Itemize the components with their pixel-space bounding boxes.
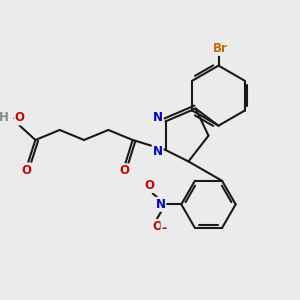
Text: N: N (153, 112, 163, 124)
Text: O: O (152, 220, 162, 233)
Text: O: O (15, 112, 25, 124)
Text: N: N (153, 145, 163, 158)
Text: -: - (162, 222, 167, 235)
Text: Br: Br (212, 42, 227, 55)
Text: O: O (145, 179, 155, 192)
Text: N: N (155, 198, 165, 211)
Text: O: O (22, 164, 32, 176)
Text: O: O (119, 164, 129, 177)
Text: H: H (0, 112, 9, 124)
